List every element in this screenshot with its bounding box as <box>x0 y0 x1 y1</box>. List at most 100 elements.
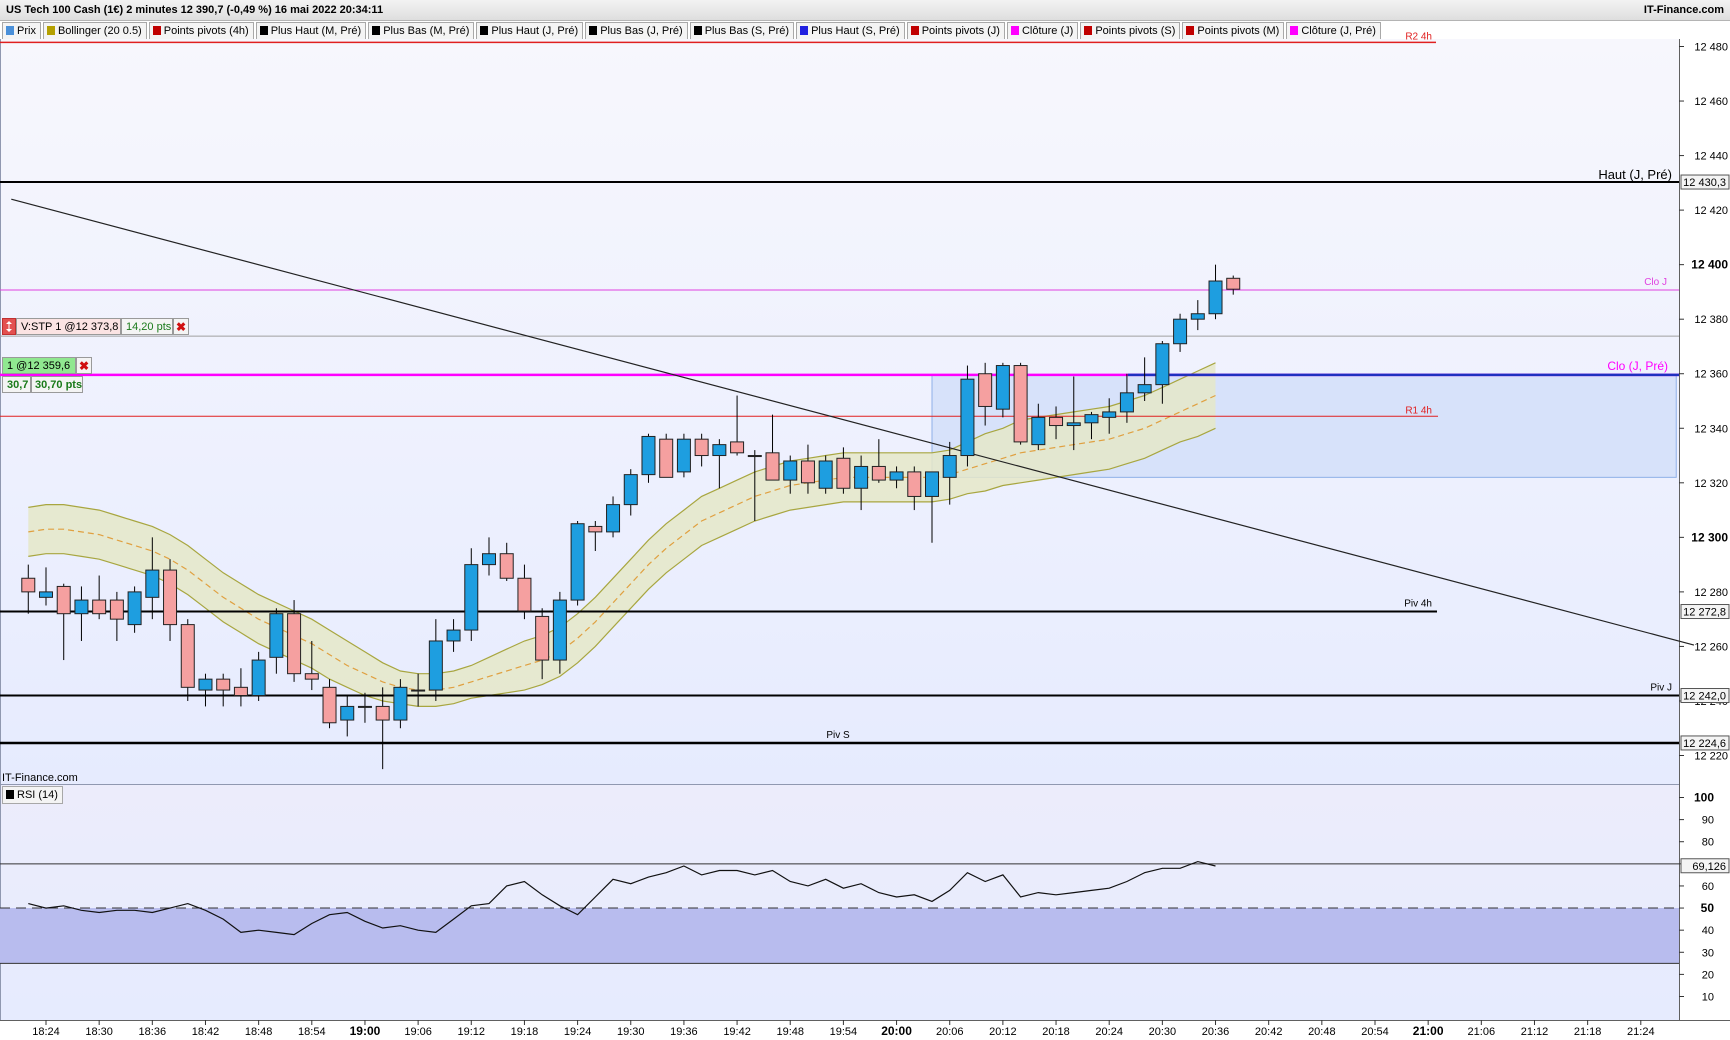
legend-swatch <box>693 26 702 35</box>
candle <box>198 673 213 707</box>
candle <box>960 365 975 467</box>
y-axis-label: 12 260 <box>1694 641 1728 653</box>
candle <box>1190 300 1205 331</box>
hline-label-piv-4h: Piv 4h <box>1404 599 1432 610</box>
x-axis-label: 19:18 <box>511 1026 539 1038</box>
price-tag-piv-s: 12 224,6 <box>1683 738 1726 750</box>
position-points: 30,70 pts <box>31 376 83 393</box>
x-axis-label: 20:30 <box>1149 1026 1177 1038</box>
price-tag-box <box>1680 604 1730 620</box>
candle-body <box>1190 313 1205 320</box>
legend-item-plus-haut-j-pre[interactable]: Plus Haut (J, Pré) <box>476 22 584 40</box>
candle-body <box>836 457 851 489</box>
legend-item-prix[interactable]: Prix <box>2 22 41 40</box>
legend-label: Points pivots (J) <box>921 25 1000 37</box>
x-axis-label: 20:18 <box>1042 1026 1070 1038</box>
candle <box>127 586 142 633</box>
legend-item-points-pivots-s[interactable]: Points pivots (S) <box>1080 22 1181 40</box>
candle-body <box>676 438 691 473</box>
position-value: 30,7 <box>2 376 31 393</box>
hline-label-clo-j-pre: Clo (J, Pré) <box>1607 359 1668 373</box>
legend-swatch <box>800 26 809 35</box>
hline-label-piv-s: Piv S <box>826 730 850 741</box>
candle <box>942 441 957 505</box>
y-axis-label: 12 440 <box>1694 151 1728 163</box>
candle-body <box>818 460 833 489</box>
x-axis-label: 19:42 <box>723 1026 751 1038</box>
candle-body <box>517 577 532 612</box>
x-axis-label: 20:24 <box>1095 1026 1123 1038</box>
candle-body <box>942 455 957 478</box>
candle-body <box>1137 384 1152 394</box>
candle-body <box>730 441 745 454</box>
candle-body <box>1173 318 1188 345</box>
legend-item-points-pivots-m[interactable]: Points pivots (M) <box>1182 22 1285 40</box>
rsi-indicator-label[interactable]: RSI (14) <box>2 786 63 804</box>
candle <box>925 471 939 543</box>
legend-item-points-pivots-4h[interactable]: Points pivots (4h) <box>148 22 254 40</box>
y-axis-label: 12 360 <box>1694 369 1728 381</box>
rsi-axis-label: 80 <box>1702 837 1714 849</box>
legend-item-points-pivots-j[interactable]: Points pivots (J) <box>906 22 1005 40</box>
price-tag-piv-j: 12 242,0 <box>1683 691 1726 703</box>
legend-item-cloture-j[interactable]: Clôture (J) <box>1006 22 1079 40</box>
candle-body <box>340 705 355 721</box>
candle-body <box>694 438 709 457</box>
trendline <box>11 198 1695 646</box>
y-axis-label: 12 300 <box>1691 530 1728 544</box>
candle <box>1084 411 1099 440</box>
candle <box>499 542 514 581</box>
brand-label: IT-Finance.com <box>1643 4 1724 16</box>
y-axis-label: 12 400 <box>1691 258 1728 272</box>
candle-body <box>641 435 656 476</box>
close-position-icon[interactable]: ✖ <box>76 357 92 374</box>
candle <box>216 673 231 707</box>
candle <box>641 433 656 483</box>
candle <box>163 559 178 641</box>
candle-body <box>56 585 71 615</box>
candle-body <box>145 569 160 598</box>
position-label[interactable]: 1 @12 359,6 <box>2 357 76 374</box>
stop-order-drag-handle[interactable] <box>2 318 16 335</box>
rsi-value-tag: 69,126 <box>1692 861 1726 873</box>
candle <box>322 679 337 729</box>
rsi-oversold-band <box>0 908 1679 964</box>
candle <box>836 447 851 494</box>
rsi-axis-label: 40 <box>1702 925 1714 937</box>
x-axis-label: 20:00 <box>881 1024 912 1038</box>
candle-body <box>623 474 638 506</box>
x-axis-label: 19:12 <box>458 1026 486 1038</box>
candle-body <box>535 615 550 661</box>
y-axis-label: 12 340 <box>1694 423 1728 435</box>
legend-swatch <box>1186 26 1195 35</box>
candle-body <box>393 686 408 721</box>
close-stop-order-icon[interactable]: ✖ <box>173 318 189 335</box>
candle <box>233 668 248 707</box>
candle <box>357 692 372 723</box>
legend-item-cloture-j-pre[interactable]: Clôture (J, Pré) <box>1286 22 1381 40</box>
candle-body <box>1208 280 1223 315</box>
x-axis-label: 19:54 <box>830 1026 858 1038</box>
x-axis-label: 18:36 <box>139 1026 167 1038</box>
legend-swatch <box>6 26 14 35</box>
stop-order-label[interactable]: V:STP 1 @12 373,8 <box>16 318 121 335</box>
candle <box>659 433 674 478</box>
candle <box>39 567 53 606</box>
rsi-axis-label: 50 <box>1701 901 1715 915</box>
hline-label-clo-j: Clo J <box>1644 277 1667 288</box>
candle <box>907 466 922 511</box>
candle <box>535 608 550 680</box>
candle-body <box>1226 277 1241 290</box>
legend-item-plus-bas-m-pre[interactable]: Plus Bas (M, Pré) <box>368 22 475 40</box>
x-axis-label: 18:42 <box>192 1026 220 1038</box>
legend-swatch <box>1290 26 1299 35</box>
hline-label-piv-j: Piv J <box>1650 683 1672 694</box>
candle-body <box>127 591 142 626</box>
candle <box>676 433 691 478</box>
rsi-axis-label: 100 <box>1694 791 1714 805</box>
candle <box>304 640 319 691</box>
candle <box>375 687 390 770</box>
candle-body <box>375 705 390 721</box>
candle-body <box>889 471 904 481</box>
